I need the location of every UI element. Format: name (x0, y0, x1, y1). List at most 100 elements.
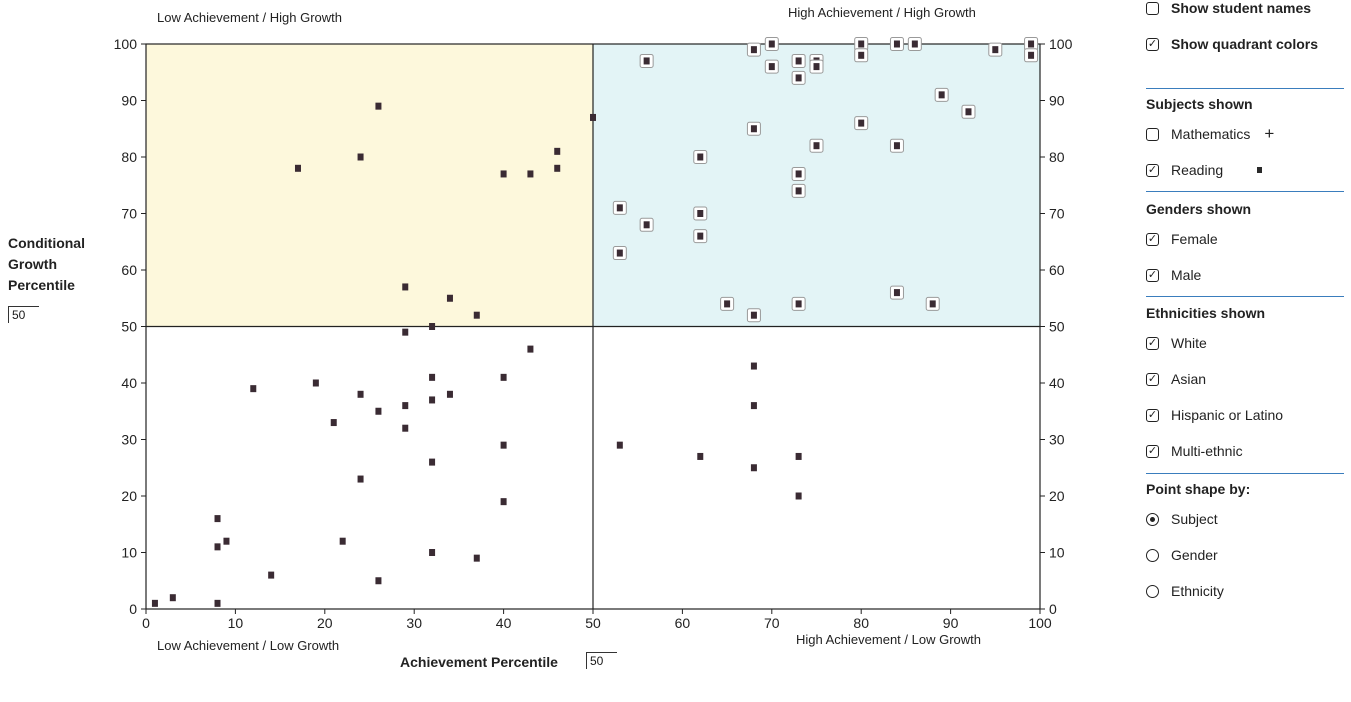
data-point[interactable] (746, 42, 761, 57)
male-option[interactable]: ✓ Male (1146, 264, 1201, 286)
data-point[interactable] (693, 206, 708, 221)
data-point[interactable] (446, 294, 453, 302)
show-quadrant-colors-option[interactable]: ✓ Show quadrant colors (1146, 33, 1318, 55)
data-point[interactable] (214, 515, 221, 523)
data-point[interactable] (375, 102, 382, 110)
data-point[interactable] (889, 285, 904, 300)
data-point[interactable] (357, 153, 364, 161)
mathematics-checkbox[interactable] (1146, 127, 1159, 141)
data-point[interactable] (357, 390, 364, 398)
data-point[interactable] (639, 53, 654, 68)
data-point[interactable] (889, 138, 904, 153)
data-point[interactable] (791, 166, 806, 181)
data-point[interactable] (746, 308, 761, 323)
data-point[interactable] (214, 543, 221, 551)
show-student-names-checkbox[interactable] (1146, 1, 1159, 15)
shape-by-gender-option[interactable]: Gender (1146, 544, 1218, 566)
reading-option[interactable]: ✓ Reading (1146, 159, 1263, 181)
data-point[interactable] (473, 311, 480, 319)
data-point[interactable] (616, 441, 623, 449)
data-point[interactable] (1024, 48, 1039, 63)
reading-checkbox[interactable]: ✓ (1146, 163, 1159, 177)
data-point[interactable] (697, 452, 704, 460)
show-quadrant-colors-checkbox[interactable]: ✓ (1146, 37, 1159, 51)
data-point[interactable] (791, 183, 806, 198)
data-point[interactable] (554, 164, 561, 172)
asian-checkbox[interactable]: ✓ (1146, 372, 1159, 386)
data-point[interactable] (791, 296, 806, 311)
data-point[interactable] (934, 87, 949, 102)
data-point[interactable] (791, 53, 806, 68)
data-point[interactable] (693, 150, 708, 164)
data-point[interactable] (402, 402, 409, 410)
data-point[interactable] (250, 385, 257, 393)
hispanic-option[interactable]: ✓ Hispanic or Latino (1146, 404, 1283, 426)
data-point[interactable] (500, 373, 507, 381)
data-point[interactable] (268, 571, 275, 579)
data-point[interactable] (223, 537, 230, 545)
data-point[interactable] (889, 37, 904, 51)
data-point[interactable] (639, 217, 654, 232)
data-point[interactable] (854, 48, 869, 63)
data-point[interactable] (746, 121, 761, 136)
hispanic-checkbox[interactable]: ✓ (1146, 408, 1159, 422)
shape-by-subject-option[interactable]: Subject (1146, 508, 1218, 530)
multi-ethnic-checkbox[interactable]: ✓ (1146, 444, 1159, 458)
multi-ethnic-option[interactable]: ✓ Multi-ethnic (1146, 440, 1243, 462)
data-point[interactable] (402, 328, 409, 336)
data-point[interactable] (795, 492, 802, 500)
female-option[interactable]: ✓ Female (1146, 228, 1218, 250)
data-point[interactable] (500, 498, 507, 506)
data-point[interactable] (375, 407, 382, 415)
white-option[interactable]: ✓ White (1146, 332, 1207, 354)
data-point[interactable] (795, 452, 802, 460)
data-point[interactable] (402, 424, 409, 432)
data-point[interactable] (527, 170, 534, 178)
y-threshold-input[interactable]: 50 (8, 306, 39, 323)
data-point[interactable] (429, 323, 436, 330)
data-point[interactable] (330, 419, 337, 427)
data-point[interactable] (151, 599, 158, 607)
data-point[interactable] (854, 116, 869, 131)
data-point[interactable] (339, 537, 346, 545)
data-point[interactable] (720, 296, 735, 311)
male-checkbox[interactable]: ✓ (1146, 268, 1159, 282)
data-point[interactable] (764, 37, 779, 51)
data-point[interactable] (402, 283, 409, 291)
asian-option[interactable]: ✓ Asian (1146, 368, 1206, 390)
shape-by-ethnicity-radio[interactable] (1146, 584, 1159, 598)
data-point[interactable] (809, 138, 824, 153)
data-point[interactable] (429, 373, 436, 381)
shape-by-subject-radio[interactable] (1146, 512, 1159, 526)
data-point[interactable] (693, 229, 708, 244)
data-point[interactable] (527, 345, 534, 353)
data-point[interactable] (429, 549, 436, 556)
data-point[interactable] (791, 70, 806, 85)
data-point[interactable] (907, 37, 922, 51)
data-point[interactable] (809, 59, 824, 74)
data-point[interactable] (925, 296, 940, 311)
data-point[interactable] (590, 113, 596, 121)
white-checkbox[interactable]: ✓ (1146, 336, 1159, 350)
data-point[interactable] (375, 577, 382, 585)
data-point[interactable] (473, 554, 480, 562)
data-point[interactable] (312, 379, 319, 387)
data-point[interactable] (988, 42, 1003, 57)
shape-by-ethnicity-option[interactable]: Ethnicity (1146, 580, 1224, 602)
data-point[interactable] (294, 164, 301, 172)
data-point[interactable] (500, 441, 507, 449)
data-point[interactable] (446, 390, 453, 398)
data-point[interactable] (750, 402, 757, 410)
female-checkbox[interactable]: ✓ (1146, 232, 1159, 246)
x-threshold-input[interactable]: 50 (586, 652, 617, 669)
data-point[interactable] (612, 200, 627, 215)
data-point[interactable] (750, 362, 757, 370)
data-point[interactable] (764, 59, 779, 74)
data-point[interactable] (214, 599, 221, 607)
mathematics-option[interactable]: Mathematics + (1146, 123, 1274, 145)
data-point[interactable] (554, 147, 561, 155)
data-point[interactable] (500, 170, 507, 178)
data-point[interactable] (429, 458, 436, 466)
data-point[interactable] (357, 475, 364, 483)
data-point[interactable] (169, 594, 176, 602)
